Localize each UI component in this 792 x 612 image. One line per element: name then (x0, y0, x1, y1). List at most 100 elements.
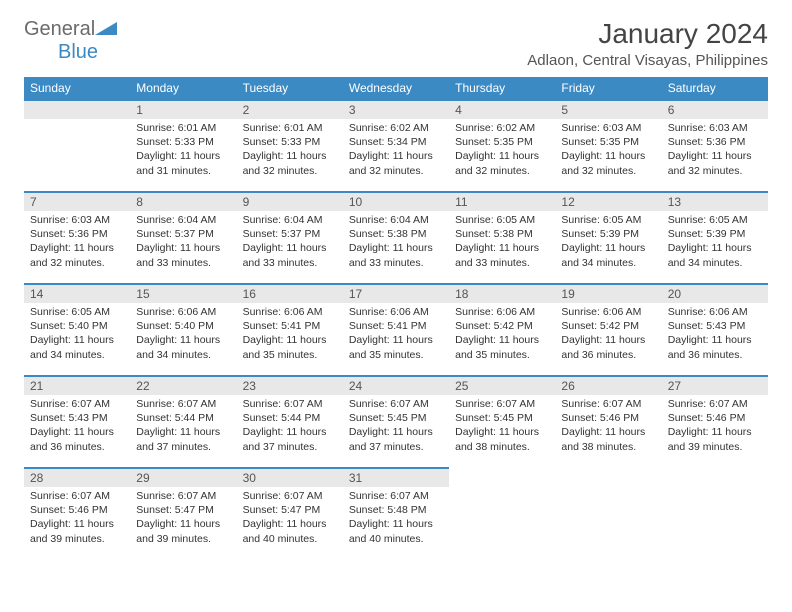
day-details: Sunrise: 6:01 AMSunset: 5:33 PMDaylight:… (237, 119, 343, 182)
sunrise-line: Sunrise: 6:02 AM (455, 121, 549, 135)
logo-triangle-icon (95, 19, 117, 35)
daylight-line: Daylight: 11 hours and 38 minutes. (455, 425, 549, 453)
day-details: Sunrise: 6:05 AMSunset: 5:39 PMDaylight:… (662, 211, 768, 274)
calendar-week-row: 7Sunrise: 6:03 AMSunset: 5:36 PMDaylight… (24, 191, 768, 283)
daylight-line: Daylight: 11 hours and 34 minutes. (561, 241, 655, 269)
weekday-header: Saturday (662, 77, 768, 99)
daylight-line: Daylight: 11 hours and 37 minutes. (136, 425, 230, 453)
sunrise-line: Sunrise: 6:03 AM (30, 213, 124, 227)
sunset-line: Sunset: 5:40 PM (136, 319, 230, 333)
sunrise-line: Sunrise: 6:06 AM (136, 305, 230, 319)
day-number: 20 (662, 283, 768, 303)
sunset-line: Sunset: 5:48 PM (349, 503, 443, 517)
calendar-cell: 28Sunrise: 6:07 AMSunset: 5:46 PMDayligh… (24, 467, 130, 559)
calendar-cell: 21Sunrise: 6:07 AMSunset: 5:43 PMDayligh… (24, 375, 130, 467)
day-number: 3 (343, 99, 449, 119)
day-details: Sunrise: 6:06 AMSunset: 5:43 PMDaylight:… (662, 303, 768, 366)
sunrise-line: Sunrise: 6:07 AM (30, 397, 124, 411)
weekday-header: Friday (555, 77, 661, 99)
daylight-line: Daylight: 11 hours and 32 minutes. (349, 149, 443, 177)
day-number: 17 (343, 283, 449, 303)
sunrise-line: Sunrise: 6:07 AM (455, 397, 549, 411)
day-details: Sunrise: 6:07 AMSunset: 5:47 PMDaylight:… (237, 487, 343, 550)
logo: General Blue (24, 18, 117, 64)
daylight-line: Daylight: 11 hours and 35 minutes. (455, 333, 549, 361)
day-details: Sunrise: 6:07 AMSunset: 5:47 PMDaylight:… (130, 487, 236, 550)
daylight-line: Daylight: 11 hours and 40 minutes. (349, 517, 443, 545)
calendar-cell: 24Sunrise: 6:07 AMSunset: 5:45 PMDayligh… (343, 375, 449, 467)
sunset-line: Sunset: 5:34 PM (349, 135, 443, 149)
calendar-cell: 30Sunrise: 6:07 AMSunset: 5:47 PMDayligh… (237, 467, 343, 559)
daylight-line: Daylight: 11 hours and 34 minutes. (668, 241, 762, 269)
sunset-line: Sunset: 5:35 PM (561, 135, 655, 149)
daylight-line: Daylight: 11 hours and 35 minutes. (243, 333, 337, 361)
day-number: 12 (555, 191, 661, 211)
sunrise-line: Sunrise: 6:04 AM (136, 213, 230, 227)
sunrise-line: Sunrise: 6:01 AM (136, 121, 230, 135)
day-number: 21 (24, 375, 130, 395)
calendar-cell (555, 467, 661, 559)
calendar-cell: 14Sunrise: 6:05 AMSunset: 5:40 PMDayligh… (24, 283, 130, 375)
day-number: 10 (343, 191, 449, 211)
sunset-line: Sunset: 5:42 PM (561, 319, 655, 333)
sunset-line: Sunset: 5:39 PM (561, 227, 655, 241)
calendar-week-row: 1Sunrise: 6:01 AMSunset: 5:33 PMDaylight… (24, 99, 768, 191)
daylight-line: Daylight: 11 hours and 39 minutes. (668, 425, 762, 453)
day-number: 4 (449, 99, 555, 119)
daylight-line: Daylight: 11 hours and 35 minutes. (349, 333, 443, 361)
sunrise-line: Sunrise: 6:01 AM (243, 121, 337, 135)
daylight-line: Daylight: 11 hours and 32 minutes. (455, 149, 549, 177)
sunrise-line: Sunrise: 6:06 AM (668, 305, 762, 319)
day-number: 23 (237, 375, 343, 395)
day-details: Sunrise: 6:07 AMSunset: 5:46 PMDaylight:… (24, 487, 130, 550)
calendar-cell: 10Sunrise: 6:04 AMSunset: 5:38 PMDayligh… (343, 191, 449, 283)
empty-day-bar (24, 99, 130, 119)
calendar-cell: 13Sunrise: 6:05 AMSunset: 5:39 PMDayligh… (662, 191, 768, 283)
day-details: Sunrise: 6:07 AMSunset: 5:45 PMDaylight:… (343, 395, 449, 458)
calendar-cell: 29Sunrise: 6:07 AMSunset: 5:47 PMDayligh… (130, 467, 236, 559)
calendar-cell: 5Sunrise: 6:03 AMSunset: 5:35 PMDaylight… (555, 99, 661, 191)
calendar-week-row: 14Sunrise: 6:05 AMSunset: 5:40 PMDayligh… (24, 283, 768, 375)
sunrise-line: Sunrise: 6:06 AM (349, 305, 443, 319)
sunset-line: Sunset: 5:38 PM (455, 227, 549, 241)
day-number: 11 (449, 191, 555, 211)
day-details: Sunrise: 6:02 AMSunset: 5:35 PMDaylight:… (449, 119, 555, 182)
daylight-line: Daylight: 11 hours and 34 minutes. (136, 333, 230, 361)
calendar-table: SundayMondayTuesdayWednesdayThursdayFrid… (24, 77, 768, 559)
day-details: Sunrise: 6:07 AMSunset: 5:46 PMDaylight:… (555, 395, 661, 458)
sunrise-line: Sunrise: 6:07 AM (668, 397, 762, 411)
sunset-line: Sunset: 5:41 PM (349, 319, 443, 333)
sunrise-line: Sunrise: 6:07 AM (30, 489, 124, 503)
calendar-cell: 27Sunrise: 6:07 AMSunset: 5:46 PMDayligh… (662, 375, 768, 467)
calendar-cell: 8Sunrise: 6:04 AMSunset: 5:37 PMDaylight… (130, 191, 236, 283)
calendar-cell: 18Sunrise: 6:06 AMSunset: 5:42 PMDayligh… (449, 283, 555, 375)
calendar-week-row: 28Sunrise: 6:07 AMSunset: 5:46 PMDayligh… (24, 467, 768, 559)
daylight-line: Daylight: 11 hours and 33 minutes. (349, 241, 443, 269)
sunset-line: Sunset: 5:46 PM (668, 411, 762, 425)
day-number: 24 (343, 375, 449, 395)
calendar-cell: 7Sunrise: 6:03 AMSunset: 5:36 PMDaylight… (24, 191, 130, 283)
calendar-cell: 1Sunrise: 6:01 AMSunset: 5:33 PMDaylight… (130, 99, 236, 191)
day-number: 18 (449, 283, 555, 303)
day-number: 7 (24, 191, 130, 211)
calendar-cell: 25Sunrise: 6:07 AMSunset: 5:45 PMDayligh… (449, 375, 555, 467)
sunset-line: Sunset: 5:45 PM (455, 411, 549, 425)
calendar-header-row: SundayMondayTuesdayWednesdayThursdayFrid… (24, 77, 768, 99)
day-number: 6 (662, 99, 768, 119)
daylight-line: Daylight: 11 hours and 31 minutes. (136, 149, 230, 177)
sunset-line: Sunset: 5:39 PM (668, 227, 762, 241)
weekday-header: Wednesday (343, 77, 449, 99)
sunrise-line: Sunrise: 6:07 AM (243, 397, 337, 411)
day-details: Sunrise: 6:06 AMSunset: 5:41 PMDaylight:… (237, 303, 343, 366)
calendar-cell: 20Sunrise: 6:06 AMSunset: 5:43 PMDayligh… (662, 283, 768, 375)
sunset-line: Sunset: 5:38 PM (349, 227, 443, 241)
daylight-line: Daylight: 11 hours and 32 minutes. (668, 149, 762, 177)
calendar-cell: 12Sunrise: 6:05 AMSunset: 5:39 PMDayligh… (555, 191, 661, 283)
sunrise-line: Sunrise: 6:07 AM (136, 489, 230, 503)
calendar-cell: 11Sunrise: 6:05 AMSunset: 5:38 PMDayligh… (449, 191, 555, 283)
logo-word-general: General (24, 18, 95, 40)
weekday-header: Tuesday (237, 77, 343, 99)
weekday-header: Monday (130, 77, 236, 99)
daylight-line: Daylight: 11 hours and 37 minutes. (349, 425, 443, 453)
sunset-line: Sunset: 5:37 PM (136, 227, 230, 241)
